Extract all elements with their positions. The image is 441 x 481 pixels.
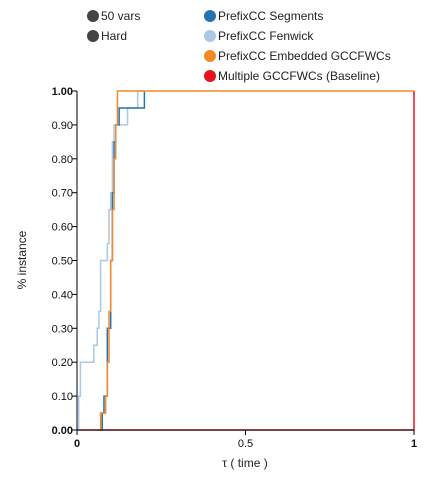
legend-series-marker[interactable] [204, 70, 216, 82]
legend-filter-label[interactable]: Hard [101, 29, 127, 43]
y-axis-label: % instance [15, 230, 29, 289]
legend-series-label[interactable]: PrefixCC Fenwick [218, 29, 314, 43]
plot-area [77, 90, 415, 431]
x-tick-label: 0.5 [238, 438, 253, 450]
series-line-prefixcc-fenwick[interactable] [77, 90, 145, 431]
x-axis-label: τ ( time ) [222, 456, 267, 470]
legend-series-marker[interactable] [204, 50, 216, 62]
legend-series-marker[interactable] [204, 10, 216, 22]
series-line-multiple-gccfwcs-baseline[interactable] [77, 91, 415, 431]
y-tick-label: 1.00 [52, 86, 73, 98]
y-tick-label: 0.60 [52, 222, 73, 234]
y-tick-label: 0.30 [52, 323, 73, 335]
y-tick-label: 0.90 [52, 120, 73, 132]
y-tick-label: 0.70 [52, 188, 73, 200]
y-tick-label: 0.10 [52, 391, 73, 403]
x-tick-label: 1 [411, 438, 417, 450]
legend-filter-marker[interactable] [87, 30, 99, 42]
legend-series-label[interactable]: PrefixCC Embedded GCCFWCs [218, 49, 391, 63]
y-tick-label: 0.50 [52, 256, 73, 268]
y-axis: 0.00 0.10 0.20 0.30 0.40 0.50 0.60 0.70 0.80 0.90… [52, 86, 78, 437]
y-tick-label: 0.40 [52, 289, 73, 301]
legend-series-marker[interactable] [204, 30, 216, 42]
legend-series-label[interactable]: PrefixCC Segments [218, 9, 323, 23]
y-tick-label: 0.80 [52, 154, 73, 166]
x-tick-label: 0 [74, 438, 80, 450]
legend: 50 vars Hard PrefixCC Segments PrefixCC Fen… [87, 9, 391, 83]
legend-filter-label[interactable]: 50 vars [101, 9, 140, 23]
series-line-prefixcc-embedded-gccfwcs[interactable] [98, 90, 414, 431]
y-tick-label: 0.20 [52, 357, 73, 369]
y-tick-label: 0.00 [52, 425, 73, 437]
x-axis: 0 0.5 1 [74, 429, 417, 450]
legend-series-label[interactable]: Multiple GCCFWCs (Baseline) [218, 69, 380, 83]
legend-filter-marker[interactable] [87, 10, 99, 22]
